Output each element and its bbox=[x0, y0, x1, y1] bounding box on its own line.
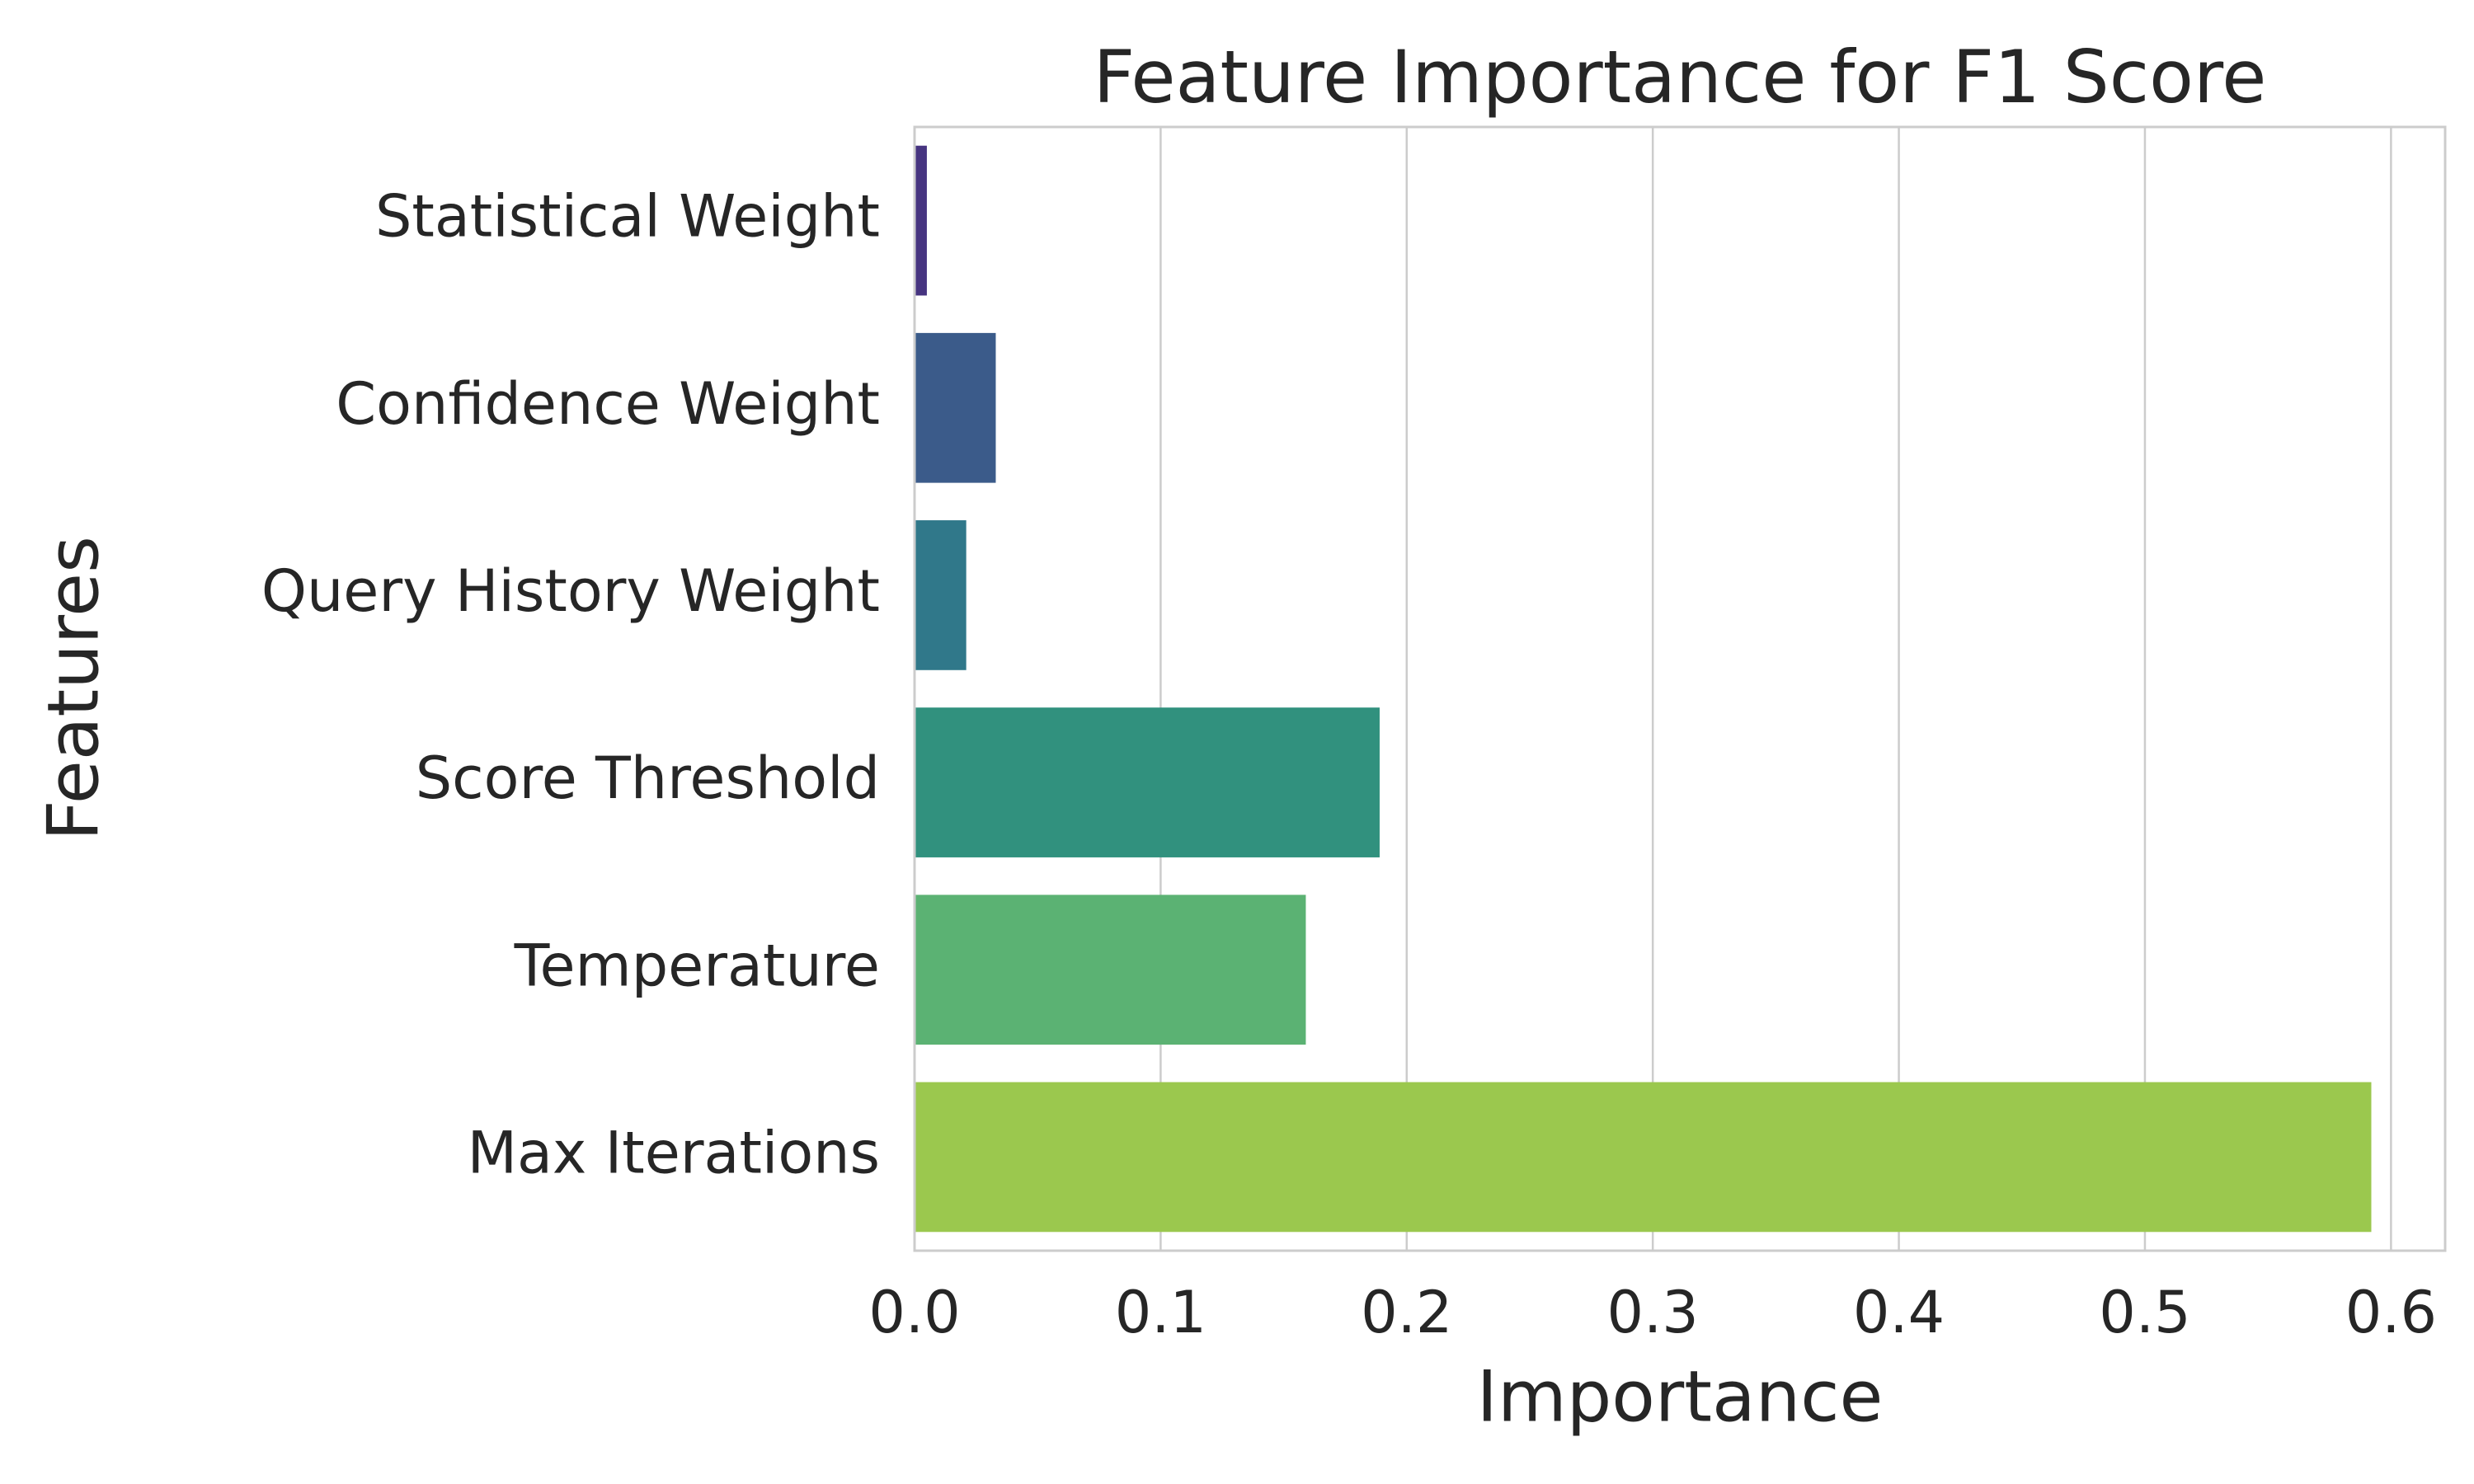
x-tick-label: 0.2 bbox=[1361, 1279, 1452, 1346]
x-tick-label: 0.4 bbox=[1853, 1279, 1945, 1346]
x-tick-label: 0.1 bbox=[1115, 1279, 1206, 1346]
chart-title: Feature Importance for F1 Score bbox=[1094, 35, 2267, 120]
x-tick-label: 0.6 bbox=[2345, 1279, 2437, 1346]
plot-frame bbox=[913, 125, 2447, 1252]
y-tick-label: Query History Weight bbox=[261, 557, 880, 625]
x-tick-label: 0.3 bbox=[1607, 1279, 1699, 1346]
bar bbox=[915, 332, 996, 483]
y-axis-label: Features bbox=[32, 536, 115, 841]
y-tick-label: Temperature bbox=[514, 932, 880, 999]
y-tick-label: Score Threshold bbox=[416, 744, 880, 812]
bar bbox=[915, 145, 927, 296]
bar bbox=[915, 1082, 2372, 1233]
bar bbox=[915, 707, 1380, 857]
x-tick-label: 0.0 bbox=[868, 1279, 960, 1346]
x-axis-label: Importance bbox=[1477, 1355, 1884, 1438]
y-tick-label: Confidence Weight bbox=[336, 370, 880, 438]
bar bbox=[915, 520, 967, 670]
y-tick-label: Max Iterations bbox=[468, 1119, 880, 1186]
x-tick-label: 0.5 bbox=[2099, 1279, 2190, 1346]
bar bbox=[915, 895, 1306, 1045]
y-tick-label: Statistical Weight bbox=[375, 183, 880, 251]
